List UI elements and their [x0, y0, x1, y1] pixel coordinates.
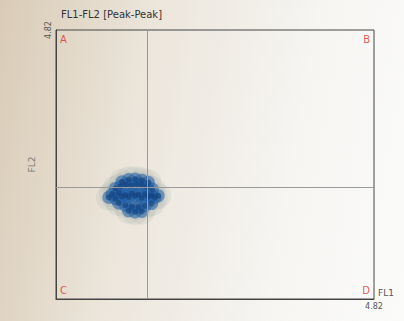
svg-text:4.82: 4.82 [365, 302, 383, 311]
svg-text:A: A [60, 34, 67, 45]
svg-text:FL1-FL2 [Peak-Peak]: FL1-FL2 [Peak-Peak] [61, 9, 162, 20]
svg-text:D: D [362, 285, 370, 296]
svg-text:C: C [60, 285, 67, 296]
svg-text:4.82: 4.82 [44, 21, 53, 39]
svg-text:B: B [363, 34, 370, 45]
svg-text:FL1: FL1 [378, 288, 394, 298]
svg-text:FL2: FL2 [27, 157, 37, 173]
